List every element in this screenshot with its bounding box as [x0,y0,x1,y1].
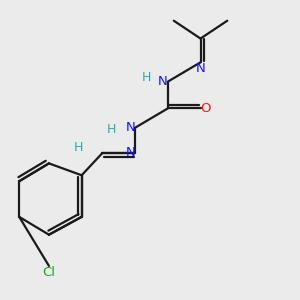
Text: N: N [196,62,206,75]
Text: Cl: Cl [42,266,56,279]
Text: H: H [142,71,152,84]
Text: H: H [106,123,116,136]
Text: N: N [125,146,135,160]
Text: H: H [74,140,83,154]
Text: O: O [200,102,211,115]
Text: N: N [125,121,135,134]
Text: N: N [158,75,168,88]
